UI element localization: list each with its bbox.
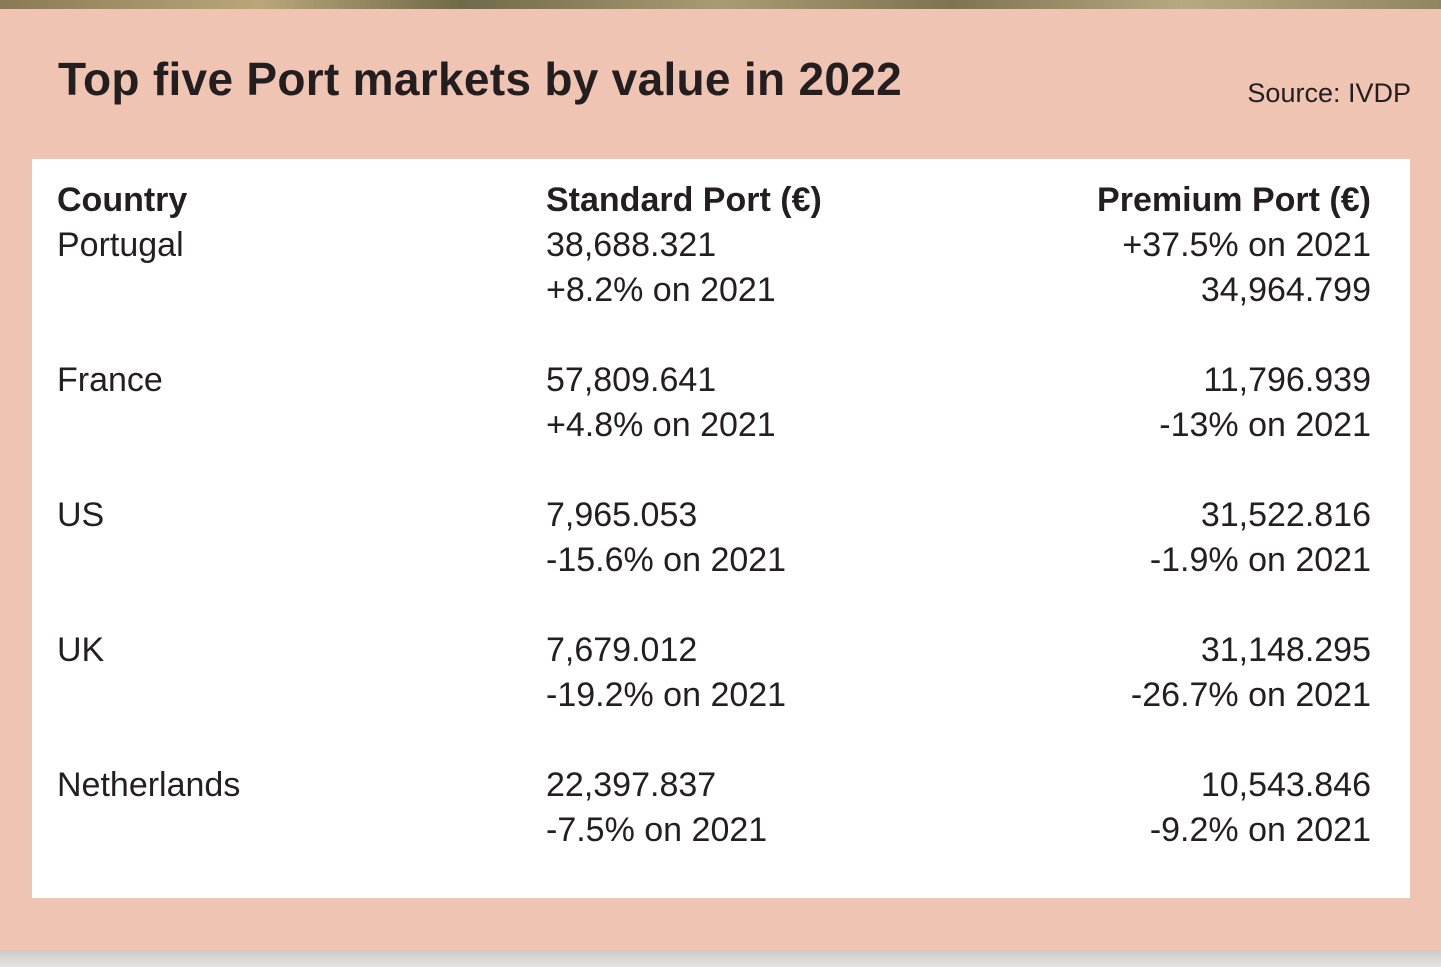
premium-line-2: 34,964.799	[1200, 271, 1371, 309]
column-header-country: Country	[57, 181, 188, 219]
standard-value: 7,965.053	[546, 496, 698, 534]
country-cell: Portugal	[57, 226, 184, 264]
standard-cell: 38,688.321 +8.2% on 2021	[546, 223, 776, 313]
bottom-shadow	[0, 950, 1441, 967]
standard-cell: 7,679.012 -19.2% on 2021	[546, 628, 786, 718]
premium-cell: 31,148.295 -26.7% on 2021	[1131, 628, 1371, 718]
column-header-premium: Premium Port (€)	[1097, 181, 1371, 219]
premium-line-2: -1.9% on 2021	[1149, 541, 1371, 579]
chart-title: Top five Port markets by value in 2022	[58, 53, 902, 105]
standard-value: 57,809.641	[546, 361, 717, 399]
table-row: France 57,809.641 +4.8% on 2021 11,796.9…	[0, 358, 1441, 448]
table-card	[32, 159, 1410, 898]
premium-line-1: 11,796.939	[1203, 361, 1371, 399]
country-cell: US	[57, 496, 105, 534]
standard-change: -19.2% on 2021	[546, 676, 787, 714]
premium-cell: +37.5% on 2021 34,964.799	[1122, 223, 1371, 313]
premium-line-2: -9.2% on 2021	[1149, 811, 1371, 849]
premium-line-1: 10,543.846	[1200, 766, 1371, 804]
table-row: UK 7,679.012 -19.2% on 2021 31,148.295 -…	[0, 628, 1441, 718]
standard-cell: 22,397.837 -7.5% on 2021	[546, 763, 767, 853]
standard-change: -15.6% on 2021	[546, 541, 787, 579]
source-note: Source: IVDP	[1247, 78, 1411, 108]
standard-value: 38,688.321	[546, 226, 717, 264]
premium-line-1: +37.5% on 2021	[1122, 226, 1371, 264]
premium-cell: 31,522.816 -1.9% on 2021	[1150, 493, 1371, 583]
column-header-standard: Standard Port (€)	[546, 181, 822, 219]
standard-value: 7,679.012	[546, 631, 698, 669]
premium-cell: 11,796.939 -13% on 2021	[1159, 358, 1371, 448]
country-cell: UK	[57, 631, 105, 669]
standard-change: -7.5% on 2021	[546, 811, 768, 849]
table-row: US 7,965.053 -15.6% on 2021 31,522.816 -…	[0, 493, 1441, 583]
table-row: Netherlands 22,397.837 -7.5% on 2021 10,…	[0, 763, 1441, 853]
premium-cell: 10,543.846 -9.2% on 2021	[1150, 763, 1371, 853]
standard-change: +8.2% on 2021	[546, 271, 776, 309]
photo-strip	[0, 0, 1441, 9]
premium-line-2: -26.7% on 2021	[1130, 676, 1371, 714]
country-cell: France	[57, 361, 163, 399]
premium-line-2: -13% on 2021	[1159, 406, 1371, 444]
standard-value: 22,397.837	[546, 766, 717, 804]
premium-line-1: 31,522.816	[1200, 496, 1371, 534]
standard-cell: 57,809.641 +4.8% on 2021	[546, 358, 776, 448]
country-cell: Netherlands	[57, 766, 241, 804]
premium-line-1: 31,148.295	[1200, 631, 1371, 669]
table-row: Portugal 38,688.321 +8.2% on 2021 +37.5%…	[0, 223, 1441, 313]
standard-cell: 7,965.053 -15.6% on 2021	[546, 493, 786, 583]
standard-change: +4.8% on 2021	[546, 406, 776, 444]
